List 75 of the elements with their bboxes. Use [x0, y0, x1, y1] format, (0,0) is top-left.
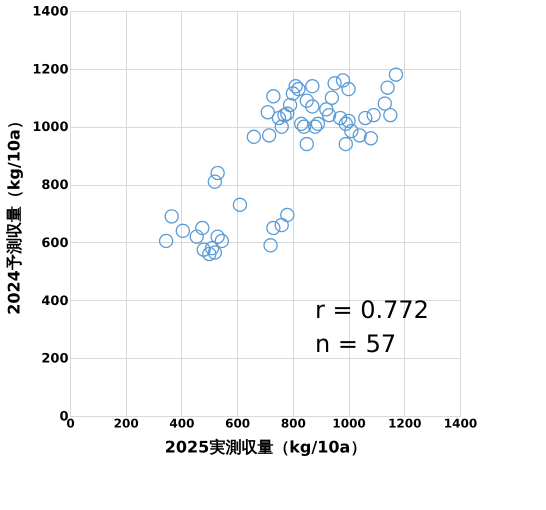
- point: [341, 82, 356, 96]
- point: [158, 234, 174, 248]
- x-tick-label: 1000: [332, 416, 366, 430]
- point: [327, 76, 342, 90]
- x-tick-label: 1200: [388, 416, 422, 430]
- x-tick-label: 200: [114, 416, 139, 430]
- point: [291, 82, 306, 96]
- y-tick-label: 200: [41, 352, 68, 367]
- point: [380, 80, 395, 95]
- point: [310, 116, 326, 131]
- point: [263, 238, 278, 252]
- point: [214, 234, 229, 248]
- point: [294, 116, 308, 131]
- y-tick-label: 600: [41, 236, 68, 251]
- point: [210, 166, 225, 180]
- point: [305, 99, 320, 114]
- point: [300, 94, 314, 108]
- point: [266, 220, 281, 236]
- point: [262, 128, 276, 143]
- point: [202, 246, 216, 262]
- point: [277, 108, 292, 122]
- point: [322, 108, 336, 122]
- point: [358, 110, 372, 126]
- y-axis-title: 2024予測収量（kg/10a）: [4, 113, 24, 315]
- point: [344, 124, 359, 138]
- point: [176, 224, 190, 238]
- point: [204, 241, 220, 256]
- point: [288, 79, 303, 94]
- y-tick-label: 1400: [32, 4, 68, 20]
- point: [364, 131, 378, 146]
- point: [324, 90, 340, 105]
- point: [383, 108, 398, 122]
- point: [195, 220, 210, 236]
- point: [300, 136, 314, 152]
- point: [378, 96, 392, 111]
- point: [208, 245, 222, 260]
- point: [272, 110, 286, 126]
- point: [286, 86, 300, 101]
- point: [338, 136, 353, 152]
- point: [282, 98, 298, 112]
- point: [164, 209, 179, 224]
- x-tick-label: 600: [225, 416, 250, 430]
- point: [338, 116, 353, 131]
- point: [366, 108, 381, 122]
- point: [190, 229, 204, 244]
- point: [352, 128, 367, 143]
- point: [260, 105, 275, 120]
- point: [308, 120, 322, 134]
- y-tick-label: 1200: [32, 62, 68, 78]
- point: [266, 89, 281, 104]
- point: [274, 218, 289, 232]
- x-axis-title: 2025実測収量（kg/10a）: [164, 438, 366, 456]
- point: [246, 130, 262, 144]
- y-tick-label: 800: [41, 178, 68, 194]
- point: [208, 174, 222, 189]
- x-tick-label: 1400: [444, 416, 478, 430]
- point: [388, 67, 404, 82]
- point: [232, 198, 248, 212]
- point: [341, 114, 356, 128]
- point: [274, 120, 289, 134]
- y-tick-label: 400: [41, 294, 68, 309]
- point: [280, 208, 294, 222]
- annotation: r = 0.772: [315, 296, 429, 324]
- point: [319, 102, 334, 117]
- point: [196, 242, 211, 257]
- x-tick-label: 400: [169, 416, 194, 430]
- point: [333, 110, 348, 126]
- point: [305, 79, 320, 94]
- y-tick-label: 1000: [32, 120, 68, 136]
- point: [280, 106, 294, 121]
- x-tick-label: 800: [280, 416, 306, 430]
- point: [210, 229, 225, 244]
- point: [336, 73, 350, 88]
- point: [296, 120, 312, 134]
- annotation: n = 57: [315, 330, 396, 358]
